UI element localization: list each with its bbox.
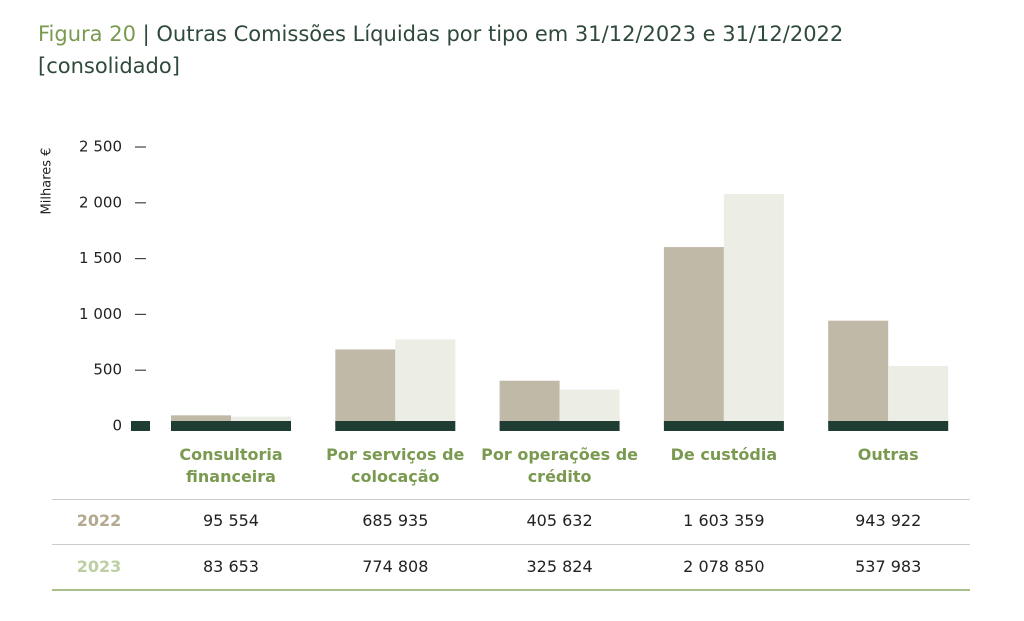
bar: [335, 349, 396, 426]
value-label: 943 922: [855, 511, 922, 530]
title-block: Figura 20 | Outras Comissões Líquidas po…: [38, 18, 938, 82]
baseline-bar: [499, 421, 620, 431]
x-tick-label: Consultoria financeira: [179, 445, 283, 486]
baseline-bar: [828, 421, 949, 431]
y-tick-label: 0: [112, 417, 122, 435]
y-tick-label: 2 500: [79, 138, 122, 156]
value-label: 537 983: [855, 557, 922, 576]
y-tick-label: 1 500: [79, 249, 122, 267]
legend-label: 2022: [76, 511, 122, 530]
x-tick-label: De custódia: [670, 445, 778, 464]
baseline-bar: [171, 421, 291, 431]
bar: [723, 194, 784, 426]
value-label: 405 632: [526, 511, 593, 530]
baseline-bar: [335, 421, 456, 431]
table-rule: [52, 544, 970, 545]
separator: |: [142, 22, 150, 46]
x-tick-label: Por operações de crédito: [481, 445, 639, 486]
table-rule: [52, 589, 970, 591]
y-tick-label: 1 000: [79, 305, 122, 323]
y-tick-label: 500: [93, 361, 122, 379]
value-label: 83 653: [203, 557, 259, 576]
figure-label: Figura 20: [38, 22, 136, 46]
bar: [828, 320, 889, 426]
bar: [171, 415, 231, 426]
value-label: 1 603 359: [683, 511, 765, 530]
value-label: 2 078 850: [683, 557, 765, 576]
bar: [888, 365, 949, 426]
value-label: 774 808: [362, 557, 429, 576]
bar: [395, 339, 456, 426]
x-tick-label: Por serviços de colocação: [326, 445, 465, 486]
y-axis-label: Milhares €: [40, 148, 55, 215]
bar: [663, 247, 724, 426]
value-label: 325 824: [526, 557, 593, 576]
x-tick-label: Outras: [857, 445, 919, 464]
value-label: 685 935: [362, 511, 429, 530]
y-tick-label: 2 000: [79, 193, 122, 211]
bar: [499, 380, 560, 426]
value-label: 95 554: [203, 511, 259, 530]
chart-title: Outras Comissões Líquidas por tipo em 31…: [38, 22, 844, 78]
legend-label: 2023: [76, 557, 122, 576]
bar: [559, 389, 620, 426]
baseline-bar: [663, 421, 784, 431]
table-rule: [52, 499, 970, 500]
